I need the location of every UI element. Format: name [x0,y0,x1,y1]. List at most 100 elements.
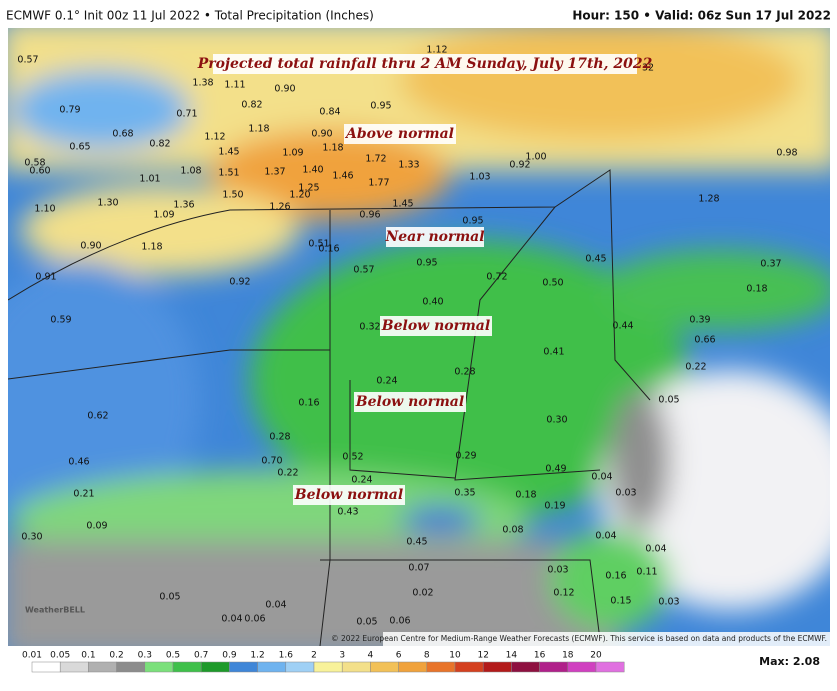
colorbar-swatch [257,661,287,673]
map-value-label: 0.90 [274,84,295,95]
colorbar-tick-label: 14 [506,651,518,661]
map-value-label: 1.50 [222,190,243,201]
colorbar-tick-label: 8 [424,651,430,661]
map-value-label: 0.08 [502,525,523,536]
colorbar-tick-label: 0.9 [222,651,237,661]
map-value-label: 0.04 [265,600,286,611]
map-value-label: 0.05 [356,617,377,628]
map-value-label: 0.45 [585,254,606,265]
map-value-label: 0.59 [50,315,71,326]
colorbar-swatch [398,661,428,673]
colorbar-swatch [511,661,540,673]
map-value-label: 1.33 [398,160,419,171]
map-value-label: 0.82 [149,139,170,150]
map-value-label: 1.10 [34,204,55,215]
map-value-label: 0.06 [389,616,410,627]
map-value-label: 1.12 [204,132,225,143]
credit: © 2022 European Centre for Medium-Range … [331,634,827,643]
map-value-label: 0.66 [694,335,715,346]
map-value-label: 0.37 [760,259,781,270]
colorbar-swatch [482,661,512,673]
map-value-label: 0.60 [29,166,50,177]
header-right: Hour: 150 • Valid: 06z Sun 17 Jul 2022 [572,9,831,23]
map-value-label: 0.39 [689,315,710,326]
colorbar-swatch [370,661,399,673]
region-label: Below normal [381,318,490,334]
map-value-label: 1.45 [392,199,413,210]
colorbar-tick-label: 10 [449,651,461,661]
map-value-label: 1.72 [365,154,386,165]
colorbar-tick-label: 4 [368,651,374,661]
map-value-label: 0.41 [543,347,564,358]
map-value-label: 0.40 [422,297,443,308]
map-value-label: 0.28 [454,367,475,378]
map-value-label: 0.30 [21,532,42,543]
map-value-label: 1.28 [698,194,719,205]
map-value-label: 0.57 [17,55,38,66]
map-value-label: 1.30 [97,198,118,209]
map-value-label: 1.12 [426,45,447,56]
map-value-label: 0.04 [595,531,616,542]
map-value-label: 0.49 [545,464,566,475]
region-label-bg [386,227,484,247]
map-value-label: 0.82 [241,100,262,111]
colorbar-swatch [539,661,569,673]
colorbar-tick-label: 1.2 [250,651,264,661]
map-value-label: 1.40 [302,165,323,176]
map-value-label: 0.44 [612,321,633,332]
map-value-label: 1.25 [298,183,319,194]
colorbar-swatch [31,661,61,673]
map-value-label: 1.11 [224,80,245,91]
map-value-label: 0.29 [455,451,476,462]
map-value-label: 1.03 [469,172,490,183]
map-value-label: 1.37 [264,167,285,178]
map-value-label: 1.51 [218,168,239,179]
map-value-label: 0.95 [416,258,437,269]
map-value-label: 1.46 [332,171,353,182]
colorbar-swatch [88,661,117,673]
map-value-label: 0.52 [342,452,363,463]
colorbar-swatch [595,661,625,673]
map-value-label: 1.26 [269,202,290,213]
map-value-label: 0.50 [542,278,563,289]
map-value-label: 0.98 [776,148,797,159]
map-value-label: 0.30 [546,415,567,426]
map-value-label: 0.91 [35,272,56,283]
colorbar-tick-label: 0.3 [138,651,152,661]
colorbar-tick-label: 6 [396,651,402,661]
colorbar-swatch [200,661,230,673]
map-value-label: 0.21 [73,489,94,500]
map-value-label: 0.09 [86,521,107,532]
map-value-label: 1.09 [153,210,174,221]
colorbar-tick-label: 1.6 [279,651,294,661]
map-value-label: 0.06 [244,614,265,625]
map-value-label: 0.46 [68,457,89,468]
map-value-label: 0.22 [277,468,298,479]
map-value-label: 0.92 [509,160,530,171]
map-value-label: 0.35 [454,488,475,499]
map-value-label: 0.15 [610,596,631,607]
map-value-label: 0.90 [311,129,332,140]
map-value-label: 0.04 [591,472,612,483]
map-value-label: 1.20 [289,190,310,201]
logo: WeatherBELL [25,606,85,615]
region-label-bg [344,124,456,144]
map-value-label: 0.03 [615,488,636,499]
map-value-label: 1.18 [141,242,162,253]
region-label-bg [354,392,466,412]
colorbar-tick-label: 0.01 [22,651,42,661]
map-title-group: Projected total rainfall thru 2 AM Sunda… [197,54,653,74]
map-value-label: 0.79 [59,105,80,116]
colorbar-swatch [285,661,315,673]
map-value-label: 1.09 [282,148,303,159]
region-label-bg [293,485,405,505]
map-value-label: 0.05 [658,395,679,406]
region-label: Below normal [355,394,464,410]
map-value-label: 0.70 [261,456,282,467]
colorbar-swatch [426,661,456,673]
map-value-label: 1.08 [180,166,201,177]
colorbar-tick-label: 0.2 [109,651,123,661]
colorbar-tick-label: 0.1 [81,651,95,661]
map-value-label: 0.62 [87,411,108,422]
